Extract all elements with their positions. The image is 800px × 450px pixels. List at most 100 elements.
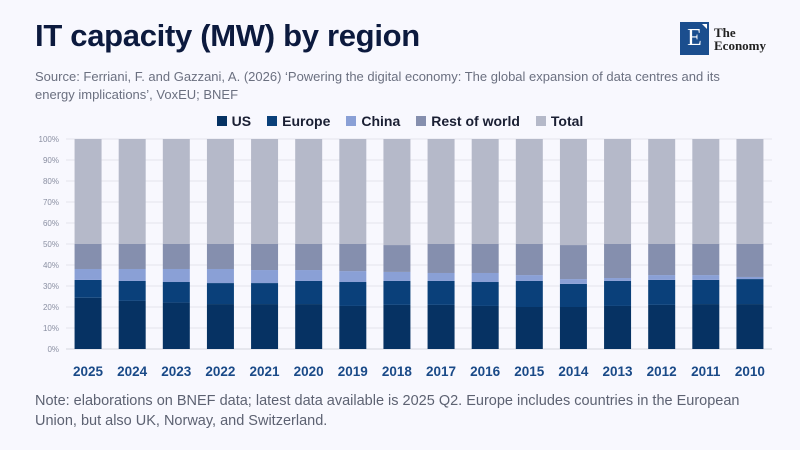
bar-rest-of-world-2015 — [515, 244, 543, 276]
bar-europe-2023 — [162, 282, 190, 303]
bar-rest-of-world-2018 — [383, 245, 411, 272]
bar-us-2019 — [339, 305, 367, 349]
bar-us-2020 — [295, 304, 323, 349]
x-tick-label: 2010 — [735, 364, 765, 379]
bar-europe-2018 — [383, 280, 411, 305]
bar-china-2019 — [339, 271, 367, 283]
y-tick-label: 20% — [43, 303, 59, 312]
legend-item-rest-of-world: Rest of world — [416, 113, 520, 129]
logo-line-2: Economy — [714, 37, 766, 53]
bar-china-2025 — [74, 268, 102, 280]
y-tick-label: 30% — [43, 282, 59, 291]
legend-label: US — [231, 113, 252, 129]
bar-china-2012 — [648, 275, 676, 280]
bar-rest-of-world-2022 — [206, 244, 234, 269]
x-tick-label: 2024 — [117, 364, 148, 379]
bar-europe-2017 — [427, 280, 455, 305]
bar-rest-of-world-2023 — [162, 244, 190, 269]
x-tick-label: 2025 — [73, 364, 104, 379]
x-tick-label: 2018 — [382, 364, 413, 379]
bar-china-2024 — [118, 268, 146, 281]
bar-total-2020 — [295, 139, 323, 244]
bar-europe-2025 — [74, 279, 102, 298]
bar-rest-of-world-2010 — [736, 244, 764, 277]
y-tick-label: 0% — [47, 345, 59, 354]
bar-us-2017 — [427, 304, 455, 349]
x-tick-label: 2022 — [205, 364, 235, 379]
x-tick-label: 2013 — [603, 364, 634, 379]
bar-europe-2024 — [118, 280, 146, 301]
bar-china-2016 — [471, 272, 499, 283]
x-tick-label: 2016 — [470, 364, 501, 379]
bar-rest-of-world-2024 — [118, 244, 146, 269]
bar-total-2014 — [559, 139, 587, 246]
bar-us-2025 — [74, 297, 102, 349]
bar-total-2017 — [427, 139, 455, 244]
legend-label: Total — [550, 113, 584, 129]
bar-europe-2015 — [515, 280, 543, 307]
y-tick-label: 70% — [43, 198, 59, 207]
legend-swatch — [535, 116, 546, 126]
bar-total-2018 — [383, 139, 411, 246]
bar-europe-2019 — [339, 282, 367, 306]
legend-swatch — [267, 116, 278, 126]
x-tick-label: 2011 — [691, 364, 721, 379]
chart-legend: US Europe China Rest of world Total — [0, 113, 800, 129]
bar-us-2022 — [206, 304, 234, 349]
bar-total-2021 — [251, 139, 279, 244]
y-tick-label: 40% — [43, 261, 59, 270]
bar-europe-2022 — [206, 283, 234, 305]
y-tick-label: 10% — [43, 324, 59, 333]
bar-rest-of-world-2014 — [559, 245, 587, 280]
y-tick-label: 90% — [43, 156, 59, 165]
bar-total-2013 — [604, 139, 632, 244]
bar-total-2025 — [74, 139, 102, 244]
legend-item-china: China — [346, 113, 400, 129]
bar-china-2010 — [736, 276, 764, 280]
chart-title: IT capacity (MW) by region — [35, 18, 420, 53]
logo-letter-icon: E — [680, 22, 709, 55]
bar-us-2015 — [515, 307, 543, 349]
logo-wordmark: The Economy — [714, 26, 766, 52]
source-text: Source: Ferriani, F. and Gazzani, A. (20… — [35, 69, 720, 102]
bar-us-2024 — [118, 300, 146, 349]
bar-china-2021 — [251, 270, 279, 284]
bar-china-2011 — [692, 275, 720, 280]
bar-rest-of-world-2020 — [295, 244, 323, 271]
bar-china-2022 — [206, 268, 234, 284]
bar-europe-2010 — [736, 279, 764, 305]
bar-us-2021 — [251, 304, 279, 349]
bar-total-2019 — [339, 139, 367, 244]
bar-us-2013 — [604, 305, 632, 349]
x-tick-label: 2014 — [558, 364, 589, 379]
y-tick-label: 60% — [43, 219, 59, 228]
bar-total-2012 — [648, 139, 676, 244]
bar-china-2014 — [559, 279, 587, 284]
bar-total-2010 — [736, 139, 764, 244]
bar-us-2012 — [648, 304, 676, 349]
bar-europe-2016 — [471, 282, 499, 306]
bar-china-2013 — [604, 278, 632, 281]
bar-us-2016 — [471, 305, 499, 349]
bar-rest-of-world-2012 — [648, 244, 676, 276]
x-tick-label: 2020 — [294, 364, 324, 379]
legend-swatch — [416, 116, 427, 126]
bar-us-2018 — [383, 304, 411, 349]
bar-europe-2021 — [251, 283, 279, 305]
bar-rest-of-world-2013 — [604, 244, 632, 279]
x-tick-label: 2023 — [161, 364, 192, 379]
legend-item-total: Total — [535, 113, 584, 129]
x-tick-label: 2021 — [250, 364, 281, 379]
x-tick-label: 2012 — [647, 364, 677, 379]
logo-line-1: The — [714, 24, 736, 40]
legend-label: Europe — [282, 113, 331, 129]
x-tick-label: 2019 — [338, 364, 368, 379]
bar-total-2011 — [692, 139, 720, 244]
stacked-bar-chart: 0% 10% 20% 30% 40% 50% 60% 70% 80% 90% 100% 2025 202… — [39, 135, 772, 379]
bar-china-2018 — [383, 271, 411, 281]
bar-europe-2020 — [295, 280, 323, 305]
the-economy-logo: E The Economy — [680, 22, 766, 55]
bar-china-2017 — [427, 272, 455, 281]
legend-label: China — [361, 113, 401, 129]
bar-total-2022 — [206, 139, 234, 244]
